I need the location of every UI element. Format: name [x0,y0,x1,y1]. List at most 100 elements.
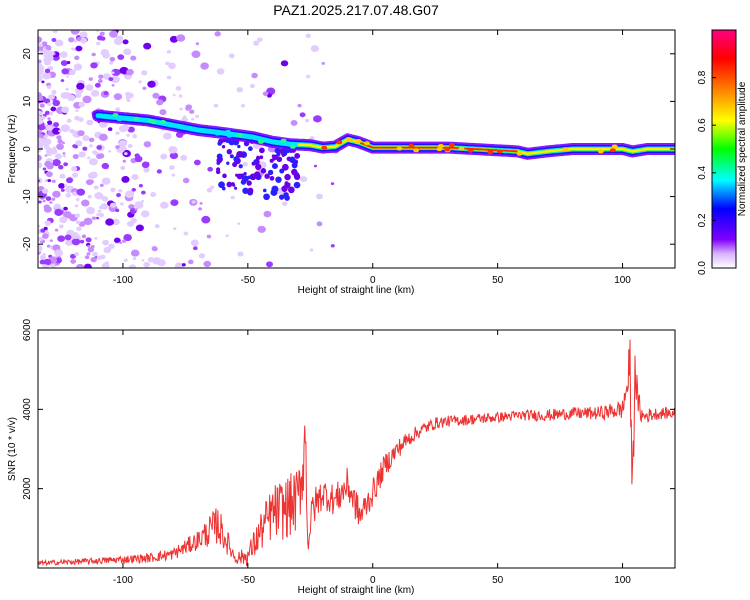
spectrogram-speckle-blob [96,145,103,150]
y-tick-label: -10 [22,189,33,204]
ridge-highlight [408,143,415,148]
x-tick-label: 50 [492,275,504,286]
spectrogram-speckle-blob [130,249,140,257]
colorbar-tick-label: 0.2 [697,213,708,227]
snr-background [38,330,675,568]
spectrogram-speckle-blob [45,196,52,201]
snr-frame [37,329,676,569]
spectrogram-speckle-blob [178,94,183,98]
spectrogram-speckle-blob [52,146,57,150]
spectrogram-speckle-blob [53,203,61,210]
ridge-highlight [354,140,361,145]
spectrogram-streak-blob [269,158,274,163]
spectrogram-speckle-blob [198,207,203,211]
spectrogram-streak-blob [279,168,285,174]
spectrogram-speckle-blob [50,106,57,112]
spectrogram-streak-blob [283,192,289,198]
spectrogram-speckle-blob [54,153,63,160]
spectrogram-speckle-blob [97,79,103,84]
spectrogram-speckle-blob [309,248,314,252]
spectrogram-speckle-blob [44,110,50,115]
spectrogram-speckle-blob [108,149,112,153]
spectrogram-speckle-blob [176,34,186,42]
spectrogram-speckle-blob [85,84,94,91]
spectrogram-speckle-blob [306,74,311,79]
spectrogram-speckle-blob [142,86,147,90]
spectrogram-streak-blob [215,169,221,175]
spectrogram-speckle-blob [111,71,115,75]
spectrogram-speckle-blob [74,252,80,257]
spectrogram-speckle-blob [119,202,124,206]
spectrogram-speckle-blob [54,249,64,257]
y-tick-label: 20 [22,48,33,60]
spectrogram-speckle-blob [52,159,61,167]
spectrogram-speckle-blob [169,152,179,160]
spectrogram-streak-blob [217,141,222,146]
spectrogram-speckle-blob [98,153,105,159]
spectrogram-speckle-blob [38,94,44,102]
spectrogram-speckle-blob [109,61,113,65]
x-tick-label: 100 [614,575,631,586]
spectrogram-streak-blob [226,148,233,155]
spectrogram-speckle-blob [199,202,203,205]
spectrogram-speckle-blob [64,184,68,187]
spectrogram-speckle-blob [120,165,126,171]
spectrogram-streak-blob [269,175,275,181]
spectrogram-streak-blob [271,154,276,159]
spectrogram-speckle-blob [280,60,289,67]
x-tick-label: -50 [241,575,256,586]
spectrogram-streak-blob [274,147,281,154]
spectrogram-speckle-blob [90,62,98,69]
spectrogram-streak-blob [253,159,257,164]
spectrogram-streak-blob [226,181,233,188]
colorbar-gradient [711,29,737,269]
spectrogram-streak-blob [234,186,238,190]
ridge-highlight [467,148,474,153]
spectrogram-speckle-blob [156,169,162,174]
spectrogram-speckle-blob [79,37,87,44]
spectrogram-speckle-blob [98,133,108,142]
spectrogram-streak-blob [276,152,281,157]
spectrogram-speckle-blob [131,173,139,181]
spectrogram-speckle-blob [51,179,56,183]
spectrogram-streak-blob [216,157,223,164]
x-tick-label: 0 [370,575,376,586]
ridge-highlight [496,149,503,154]
spectrogram-x-label: Height of straight line (km) [298,285,415,296]
spectrogram-speckle-blob [38,110,42,115]
ridge-highlight [597,149,604,154]
spectrogram-speckle-blob [83,263,92,268]
spectrogram-speckle-blob [282,201,288,206]
ridge-highlight [116,117,123,122]
spectrogram-streak-blob [237,144,241,149]
ridge-highlight [112,113,119,118]
ridge-highlight [413,148,420,153]
spectrogram-speckle-blob [87,195,92,199]
spectrogram-speckle-blob [127,144,133,149]
spectrogram-speckle-blob [90,89,100,97]
spectrogram-speckle-blob [78,101,85,108]
spectrogram-speckle-blob [115,145,120,149]
spectrogram-speckle-blob [77,130,85,137]
spectrogram-speckle-blob [58,224,64,229]
spectrogram-speckle-blob [41,80,45,84]
ridge-highlight [609,148,616,153]
spectrogram-speckle-blob [290,120,298,126]
spectrogram-speckle-blob [191,200,196,204]
spectrogram-streak-blob [291,168,298,176]
spectrogram-speckle-blob [206,234,212,239]
spectrogram-speckle-blob [189,109,195,114]
spectrogram-speckle-blob [125,190,135,199]
spectrogram-speckle-blob [38,244,43,253]
spectrogram-speckle-blob [123,48,132,56]
spectrogram-speckle-blob [98,212,105,218]
spectrogram-speckle-blob [138,184,143,188]
spectrogram-speckle-blob [38,62,43,68]
spectrogram-speckle-blob [96,41,101,46]
ridge-highlight [436,147,443,152]
spectrogram-speckle [38,30,340,268]
ridge-highlight [437,143,444,148]
spectrogram-streak-blob [262,188,267,193]
spectrogram-speckle-blob [74,213,81,218]
spectrogram-speckle-blob [49,111,54,116]
